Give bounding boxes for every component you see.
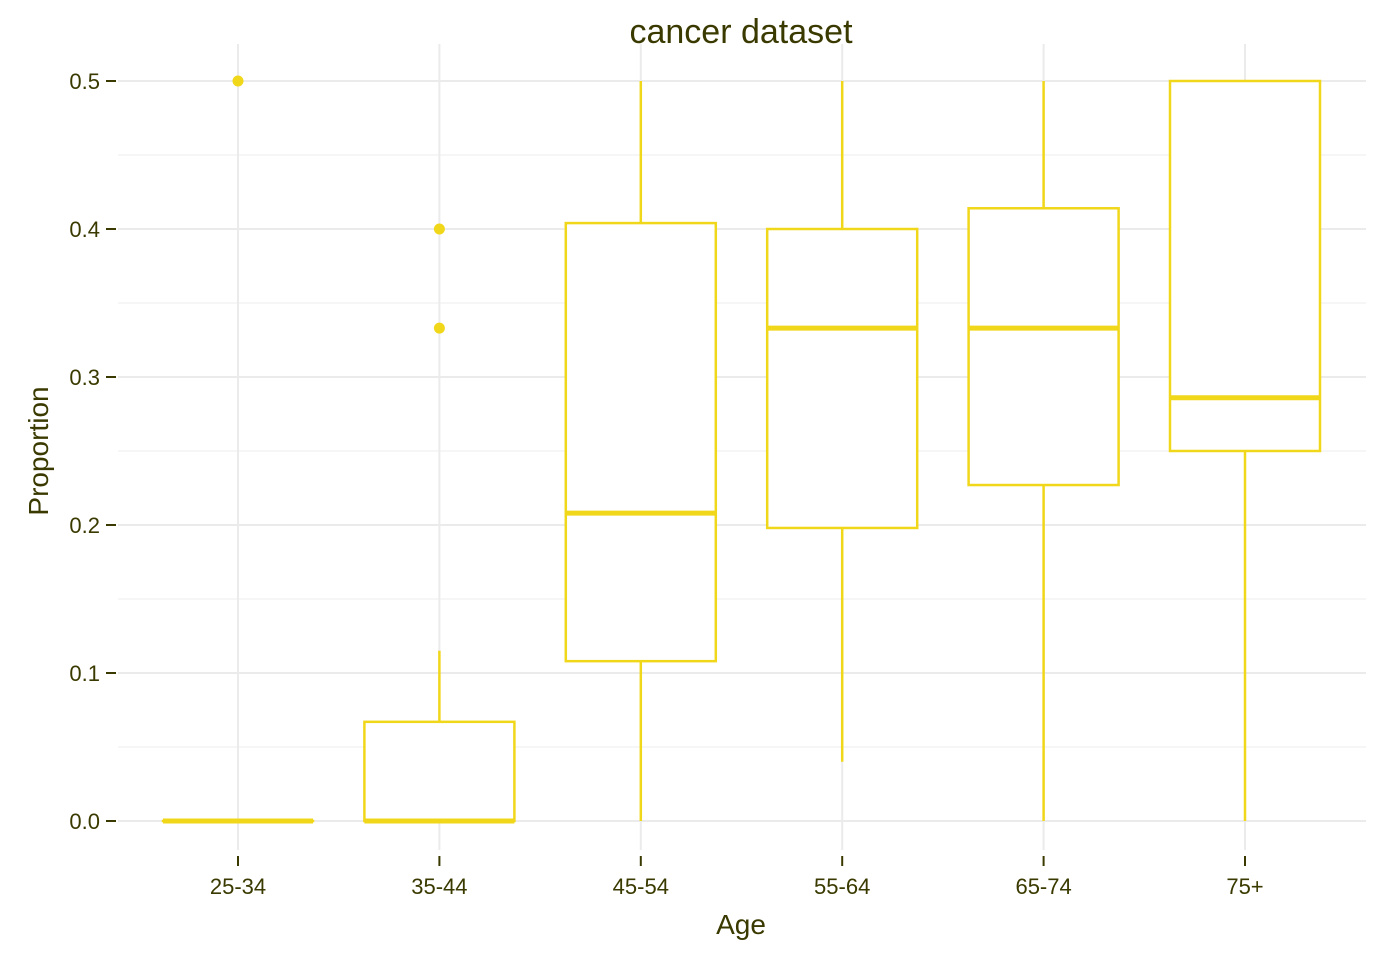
box-55-64 <box>765 81 919 762</box>
iqr-box <box>1168 79 1322 453</box>
iqr-box <box>564 221 718 663</box>
chart-title: cancer dataset <box>629 13 853 51</box>
y-tick-label: 0.2 <box>69 513 100 538</box>
x-axis-title: Age <box>716 909 766 940</box>
outlier-point <box>433 322 445 334</box>
outlier-point <box>433 223 445 235</box>
x-tick-label: 45-54 <box>613 874 669 899</box>
box-35-44 <box>363 223 516 824</box>
box-45-54 <box>564 81 718 821</box>
iqr-box <box>967 207 1120 487</box>
y-tick-label: 0.1 <box>69 661 100 686</box>
box-65-74 <box>967 81 1120 821</box>
box-75+ <box>1168 79 1322 821</box>
x-tick-label: 25-34 <box>210 874 266 899</box>
x-tick-label: 65-74 <box>1015 874 1071 899</box>
y-tick-label: 0.0 <box>69 809 100 834</box>
y-tick-label: 0.3 <box>69 365 100 390</box>
x-axis: 25-34 35-44 45-54 55-64 65-74 75+ <box>210 856 1264 899</box>
x-tick-label: 35-44 <box>411 874 467 899</box>
y-axis: 0.0 0.1 0.2 0.3 0.4 0.5 <box>69 69 116 834</box>
x-tick-label: 55-64 <box>814 874 870 899</box>
x-tick-label: 75+ <box>1226 874 1263 899</box>
y-tick-label: 0.5 <box>69 69 100 94</box>
y-tick-label: 0.4 <box>69 217 100 242</box>
outlier-point <box>232 75 244 87</box>
iqr-box <box>363 720 516 823</box>
y-axis-title: Proportion <box>23 386 54 515</box>
iqr-box <box>765 227 919 530</box>
box-25-34 <box>161 75 315 824</box>
box-series <box>161 75 1322 824</box>
